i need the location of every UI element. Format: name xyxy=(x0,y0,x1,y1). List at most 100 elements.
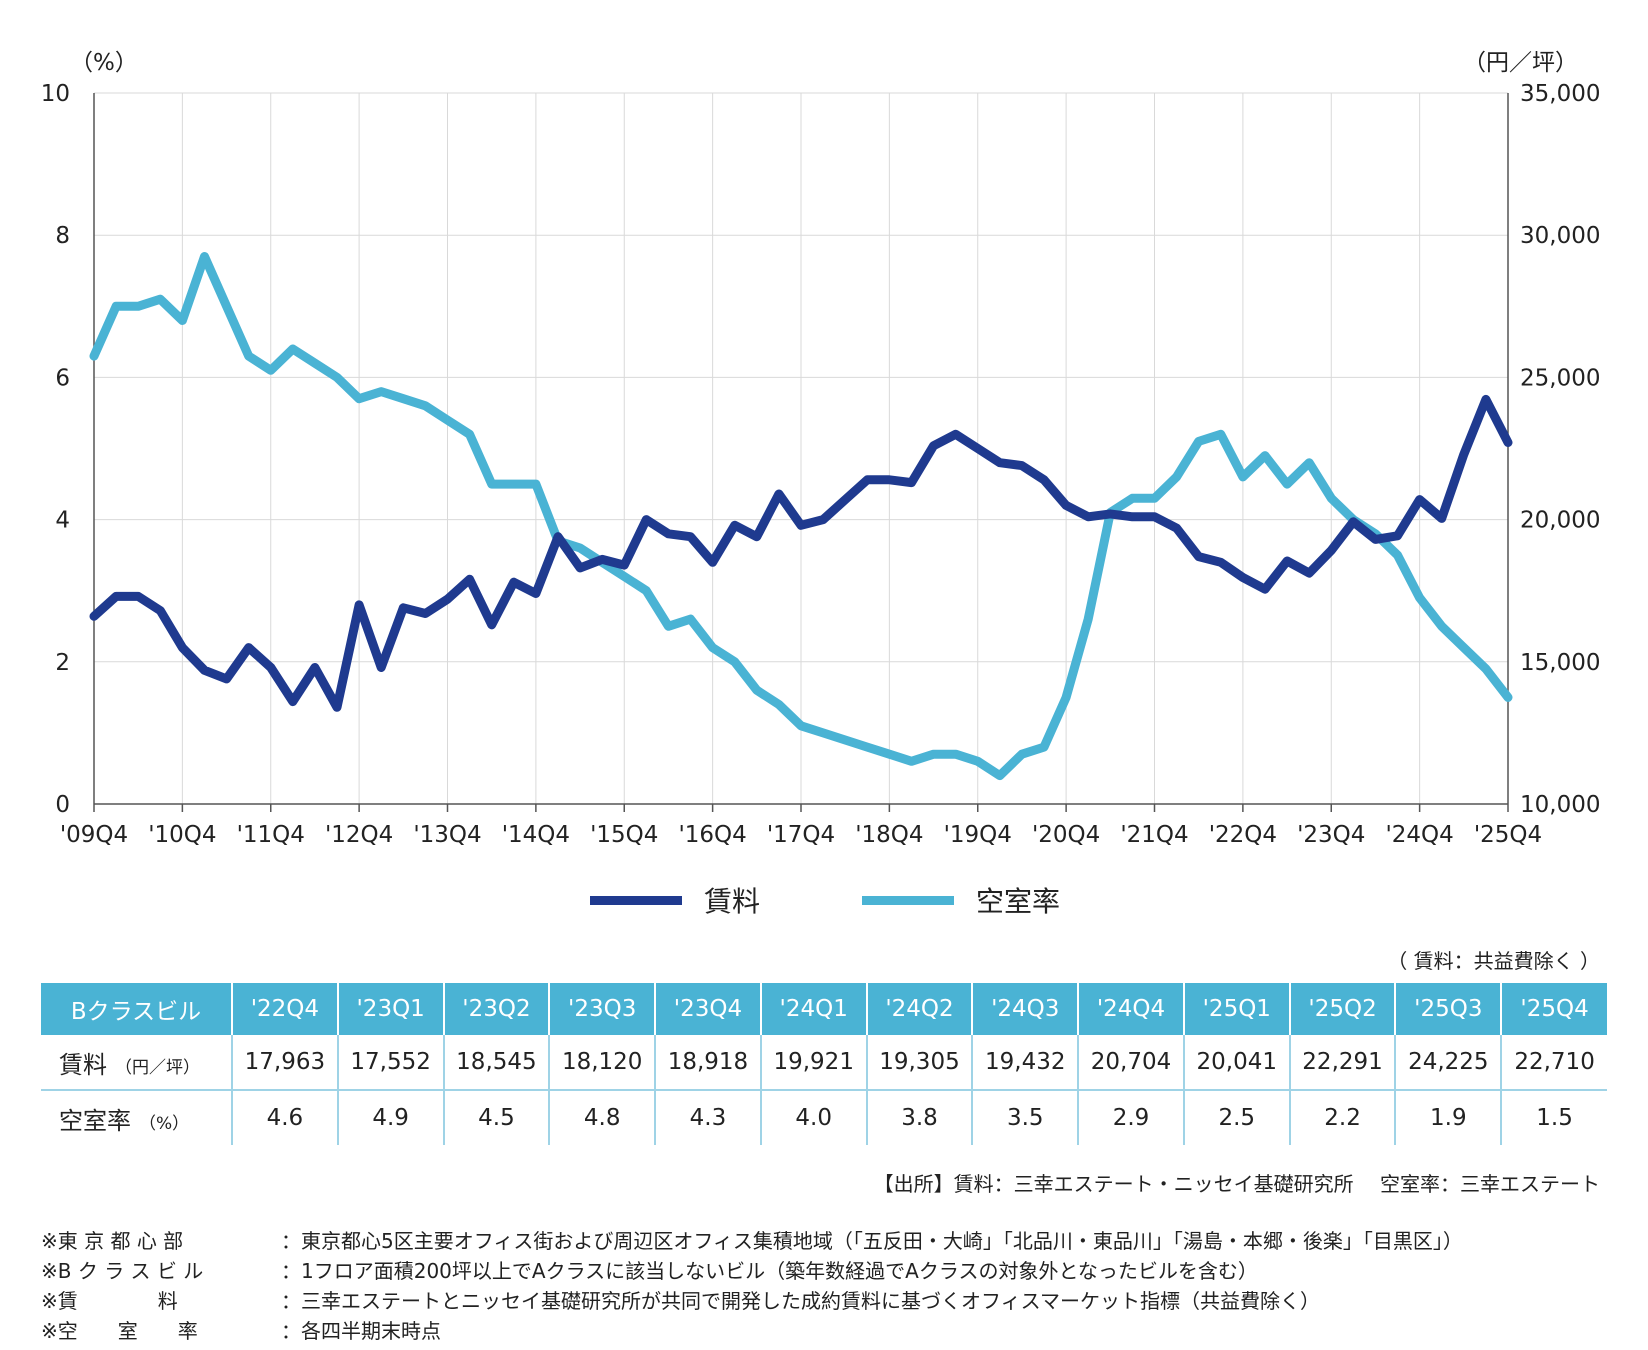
rent-cell: 24,225 xyxy=(1394,1035,1502,1091)
table-header-quarter: '24Q2 xyxy=(865,983,973,1035)
x-tick-label: '16Q4 xyxy=(678,822,746,848)
table-header-quarter: '25Q3 xyxy=(1394,983,1502,1035)
data-table: Bクラスビル '22Q4'23Q1'23Q2'23Q3'23Q4'24Q1'24… xyxy=(41,983,1607,1145)
rent-cell: 19,305 xyxy=(865,1035,973,1091)
rent-row-label: 賃料 （円／坪） xyxy=(41,1035,232,1091)
rent-cell: 20,041 xyxy=(1182,1035,1290,1091)
left-axis-unit: （%） xyxy=(70,50,138,76)
x-tick-label: '24Q4 xyxy=(1385,822,1453,848)
table-header-quarter: '25Q1 xyxy=(1182,983,1290,1035)
x-tick-label: '21Q4 xyxy=(1120,822,1188,848)
series xyxy=(89,252,1513,781)
vacancy-cell: 4.0 xyxy=(759,1090,867,1145)
footnote-label: ※東 京 都 心 部 xyxy=(41,1229,184,1253)
rent-label-text: 賃料 xyxy=(59,1050,107,1079)
table-header-quarter: '25Q4 xyxy=(1500,983,1607,1035)
axis-ticks: 0 10,000 2 15,000 4 20,000 6 25,000 8 30,000 10 35,… xyxy=(41,81,1601,848)
legend-item-vacancy: 空室率 xyxy=(862,880,1060,920)
table-header-label: Bクラスビル xyxy=(41,983,232,1035)
rent-cell: 18,918 xyxy=(654,1035,761,1091)
table-header-quarter: '22Q4 xyxy=(231,983,338,1035)
vacancy-cell: 4.5 xyxy=(442,1090,550,1145)
source-note: 【出所】賃料：三幸エステート・ニッセイ基礎研究所 空室率：三幸エステート xyxy=(873,1172,1600,1196)
vacancy-label-text: 空室率 xyxy=(59,1106,131,1135)
vacancy-cell: 1.9 xyxy=(1394,1090,1502,1145)
vacancy-cell: 4.9 xyxy=(336,1090,444,1145)
legend-item-rent: 賃料 xyxy=(590,880,760,920)
footnote-text: ：1フロア面積200坪以上でAクラスに該当しないビル（築年数経過でAクラスの対象… xyxy=(281,1259,1258,1283)
table-row-vacancy: 空室率 （%） 4.6 4.9 4.5 4.8 4.3 4.0 3.8 3.5 2.9 2.5 2.2… xyxy=(41,1090,1607,1145)
table-header-quarter: '23Q2 xyxy=(442,983,550,1035)
table-header-quarter: '23Q3 xyxy=(548,983,656,1035)
table-header-quarter: '25Q2 xyxy=(1288,983,1396,1035)
table-header-quarter: '24Q1 xyxy=(759,983,867,1035)
vacancy-cell: 4.3 xyxy=(654,1090,761,1145)
footnote-text: ：各四半期末時点 xyxy=(281,1319,441,1343)
rent-cell: 22,710 xyxy=(1500,1035,1607,1091)
x-tick-label: '25Q4 xyxy=(1474,822,1542,848)
x-tick-label: '11Q4 xyxy=(237,822,305,848)
vacancy-cell: 4.6 xyxy=(231,1090,338,1145)
left-tick-label: 6 xyxy=(55,365,70,391)
vacancy-row-label: 空室率 （%） xyxy=(41,1090,232,1145)
x-tick-label: '22Q4 xyxy=(1209,822,1277,848)
table-header-quarter: '24Q3 xyxy=(971,983,1079,1035)
rent-cell: 20,704 xyxy=(1077,1035,1184,1091)
left-tick-label: 0 xyxy=(55,792,70,818)
right-tick-label: 30,000 xyxy=(1520,223,1600,249)
footnotes: ※東 京 都 心 部 ：東京都心5区主要オフィス街および周辺区オフィス集積地域（「… xyxy=(41,1226,1463,1346)
table-note: （ 賃料：共益費除く ） xyxy=(1387,949,1600,973)
legend-label-vacancy: 空室率 xyxy=(976,885,1061,918)
x-tick-label: '20Q4 xyxy=(1032,822,1100,848)
x-tick-label: '17Q4 xyxy=(767,822,835,848)
right-tick-label: 20,000 xyxy=(1520,508,1600,534)
x-tick-label: '09Q4 xyxy=(60,822,128,848)
vacancy-cell: 2.2 xyxy=(1288,1090,1396,1145)
footnote-label: ※空 室 率 xyxy=(41,1319,198,1343)
left-tick-label: 8 xyxy=(55,223,70,249)
series-line-rent xyxy=(89,394,1513,712)
right-tick-label: 15,000 xyxy=(1520,650,1600,676)
vacancy-cell: 3.5 xyxy=(971,1090,1079,1145)
vacancy-cell: 3.8 xyxy=(865,1090,973,1145)
footnote-row: ※B ク ラ ス ビ ル ：1フロア面積200坪以上でAクラスに該当しないビル（築… xyxy=(41,1256,1463,1286)
legend-swatch-rent xyxy=(590,895,682,905)
vacancy-cell: 4.8 xyxy=(548,1090,656,1145)
x-tick-label: '15Q4 xyxy=(590,822,658,848)
x-tick-label: '10Q4 xyxy=(148,822,216,848)
footnote-row: ※空 室 率 ：各四半期末時点 xyxy=(41,1316,1463,1346)
rent-cell: 18,120 xyxy=(548,1035,656,1091)
x-tick-label: '12Q4 xyxy=(325,822,393,848)
footnote-text: ：三幸エステートとニッセイ基礎研究所が共同で開発した成約賃料に基づくオフィスマー… xyxy=(281,1289,1320,1313)
footnote-row: ※東 京 都 心 部 ：東京都心5区主要オフィス街および周辺区オフィス集積地域（「… xyxy=(41,1226,1463,1256)
table-header-quarter: '23Q4 xyxy=(654,983,761,1035)
legend-swatch-vacancy xyxy=(862,895,954,905)
table-header-quarter: '23Q1 xyxy=(336,983,444,1035)
table-header-quarter: '24Q4 xyxy=(1077,983,1184,1035)
rent-cell: 18,545 xyxy=(442,1035,550,1091)
right-tick-label: 10,000 xyxy=(1520,792,1600,818)
x-tick-label: '14Q4 xyxy=(502,822,570,848)
legend-label-rent: 賃料 xyxy=(704,885,761,918)
chart-area: （%） （円／坪） 0 10,000 2 15,000 4 20,000 6 25,000 8 3… xyxy=(41,50,1601,848)
vacancy-cell: 2.9 xyxy=(1077,1090,1184,1145)
right-tick-label: 35,000 xyxy=(1520,81,1600,107)
rent-cell: 19,432 xyxy=(971,1035,1079,1091)
rent-cell: 17,552 xyxy=(336,1035,444,1091)
vacancy-cell: 1.5 xyxy=(1500,1090,1607,1145)
right-axis-unit: （円／坪） xyxy=(1463,50,1578,76)
footnote-text: ：東京都心5区主要オフィス街および周辺区オフィス集積地域（「五反田・大崎」「北品… xyxy=(281,1229,1463,1253)
rent-unit-text: （円／坪） xyxy=(115,1057,200,1078)
series-line-vacancy xyxy=(89,252,1513,781)
table-row-rent: 賃料 （円／坪） 17,963 17,552 18,545 18,120 18,918 19… xyxy=(41,1035,1607,1091)
vacancy-cell: 2.5 xyxy=(1182,1090,1290,1145)
x-tick-label: '13Q4 xyxy=(413,822,481,848)
x-tick-label: '19Q4 xyxy=(944,822,1012,848)
right-tick-label: 25,000 xyxy=(1520,365,1600,391)
x-tick-label: '18Q4 xyxy=(855,822,923,848)
legend: 賃料 空室率 xyxy=(0,880,1648,920)
left-tick-label: 2 xyxy=(55,650,70,676)
vacancy-unit-text: （%） xyxy=(139,1113,190,1134)
footnote-label: ※B ク ラ ス ビ ル xyxy=(41,1259,204,1283)
left-tick-label: 10 xyxy=(41,81,70,107)
